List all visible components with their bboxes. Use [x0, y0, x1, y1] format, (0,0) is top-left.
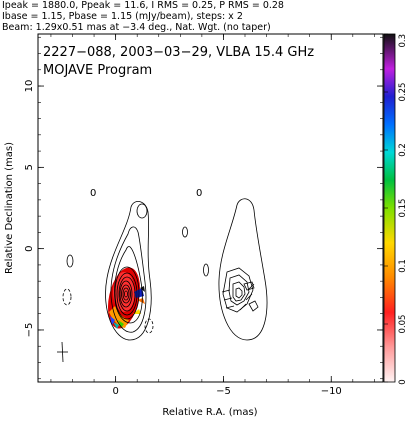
x-axis: 0 −5 −10 — [50, 34, 375, 397]
header-line-3: Beam: 1.29x0.51 mas at −3.4 deg., Nat. W… — [2, 22, 271, 33]
y-tick-label: 0 — [24, 245, 35, 251]
colorbar-tick-label: 0 — [398, 379, 408, 384]
y-tick-label: 10 — [24, 80, 35, 93]
contour-label-left: 0 — [90, 188, 96, 199]
panel-title-line-1: 2227−088, 2003−03−29, VLBA 15.4 GHz — [43, 45, 314, 60]
colorbar-ticks: 0 0.05 0.1 0.15 0.2 0.25 0.3 — [384, 33, 408, 385]
x-tick-label: −10 — [321, 386, 342, 397]
plot-frame — [37, 33, 384, 383]
x-tick-label: −5 — [216, 386, 231, 397]
colorbar-tick-label: 0.3 — [398, 34, 408, 48]
panel-title-line-2: MOJAVE Program — [43, 63, 152, 78]
y-axis-label: Relative Declination (mas) — [4, 142, 15, 274]
x-axis-label: Relative R.A. (mas) — [162, 407, 257, 418]
contours-left — [62, 201, 188, 341]
y-tick-label: 5 — [24, 164, 35, 170]
colorbar-tick-label: 0.15 — [398, 199, 408, 218]
colorbar-tick-label: 0.1 — [398, 259, 408, 273]
y-tick-label: −5 — [24, 323, 35, 338]
x-tick-label: 0 — [112, 386, 118, 397]
y-axis: 10 5 0 −5 — [24, 36, 383, 380]
header-line-1: Ipeak = 1880.0, Ppeak = 11.6, I RMS = 0.… — [2, 0, 284, 11]
colorbar-tick-label: 0.25 — [398, 83, 408, 102]
colorbar-tick-label: 0.2 — [398, 143, 408, 157]
contours-right — [203, 198, 268, 341]
colorbar-tick-label: 0.05 — [398, 315, 408, 334]
contour-label-right: 0 — [196, 188, 202, 199]
beam-indicator — [57, 341, 68, 363]
header-line-2: Ibase = 1.15, Pbase = 1.15 (mJy/beam), s… — [2, 11, 243, 22]
